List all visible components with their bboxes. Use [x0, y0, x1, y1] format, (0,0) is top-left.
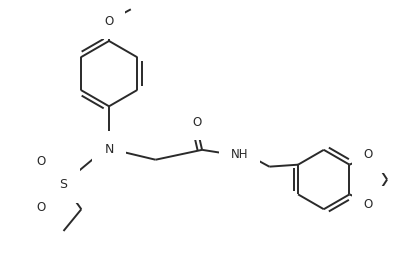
Text: N: N	[104, 143, 114, 156]
Text: O: O	[36, 155, 45, 168]
Text: O: O	[364, 148, 373, 161]
Text: NH: NH	[231, 148, 248, 161]
Text: O: O	[36, 201, 45, 214]
Text: O: O	[364, 198, 373, 211]
Text: O: O	[193, 116, 202, 129]
Text: S: S	[59, 178, 67, 191]
Text: O: O	[104, 15, 114, 28]
